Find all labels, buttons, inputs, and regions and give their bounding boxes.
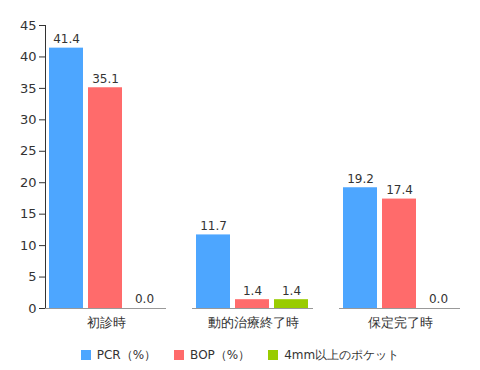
svg-text:保定完了時: 保定完了時 (368, 315, 433, 330)
svg-text:動的治療終了時: 動的治療終了時 (208, 315, 299, 330)
html-text:4mm以上のポケット: 4mm以上のポケット (284, 347, 400, 362)
svg-text:15: 15 (20, 206, 37, 221)
svg-text:19.2: 19.2 (347, 172, 374, 186)
svg-text:41.4: 41.4 (53, 32, 80, 46)
svg-text:1.4: 1.4 (243, 284, 262, 298)
svg-text:0.0: 0.0 (135, 292, 154, 306)
html-text:PCR（%）: PCR（%） (96, 347, 157, 362)
svg-text:25: 25 (20, 143, 37, 158)
svg-text:5: 5 (28, 269, 36, 284)
svg-text:0.0: 0.0 (429, 292, 448, 306)
svg-text:35: 35 (20, 81, 37, 96)
svg-text:17.4: 17.4 (386, 183, 413, 197)
svg-text:35.1: 35.1 (92, 72, 119, 86)
svg-text:45: 45 (20, 18, 37, 33)
svg-text:40: 40 (20, 49, 37, 64)
svg-text:30: 30 (20, 112, 37, 127)
svg-text:20: 20 (20, 175, 37, 190)
svg-text:11.7: 11.7 (200, 219, 227, 233)
svg-text:10: 10 (20, 238, 37, 253)
svg-text:初診時: 初診時 (87, 315, 126, 330)
html-text:BOP（%）: BOP（%） (190, 347, 251, 362)
svg-text:0: 0 (28, 301, 36, 316)
svg-text:1.4: 1.4 (282, 284, 301, 298)
